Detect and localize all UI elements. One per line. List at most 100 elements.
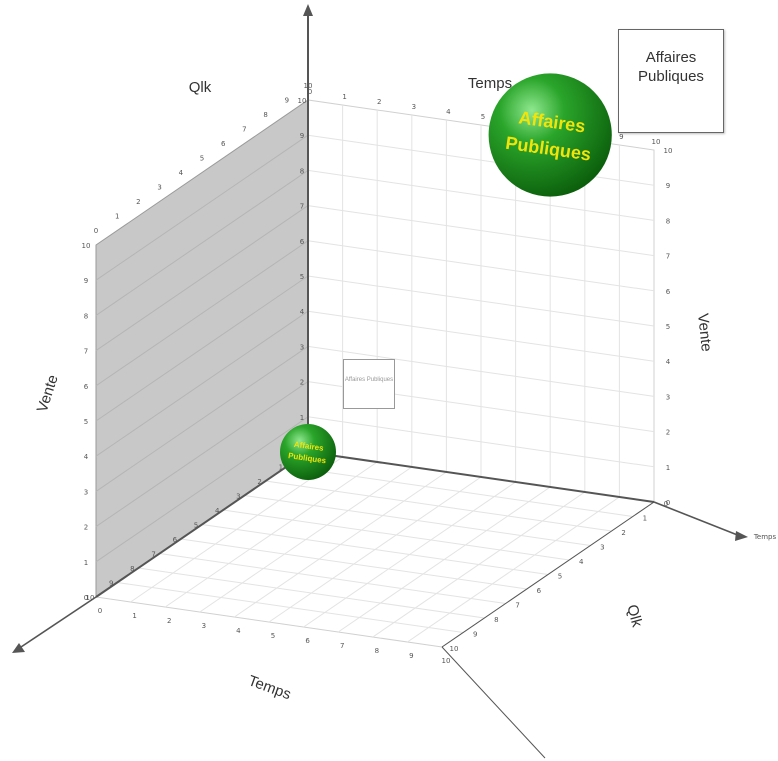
grid-line xyxy=(95,381,309,528)
tick-label: 3 xyxy=(412,103,416,111)
tick-label: 9 xyxy=(409,652,413,660)
tick-label: 6 xyxy=(666,288,671,296)
grid-line xyxy=(201,524,549,575)
tick-label: 4 xyxy=(446,108,451,116)
axis-title-temps-bottom: Temps xyxy=(246,672,293,703)
grid-line xyxy=(159,553,506,604)
grid-line xyxy=(95,205,309,352)
tick-label: 3 xyxy=(84,488,88,496)
tick-label: 6 xyxy=(300,238,305,246)
tick-label: 9 xyxy=(300,132,304,140)
tick-label: 4 xyxy=(236,627,241,635)
axis-qlk-extension xyxy=(17,596,97,650)
tick-label: 5 xyxy=(84,418,88,426)
tick-label: 3 xyxy=(600,544,604,552)
callout-line-1: Affaires xyxy=(645,49,697,66)
tick-label: 6 xyxy=(305,637,310,645)
axis-title-vente-left: Vente xyxy=(34,373,62,415)
axis-title-temps-arrow: Temps xyxy=(753,533,777,541)
axis-qlk-front xyxy=(441,646,546,759)
tick-label: 3 xyxy=(236,493,240,501)
tick-label: 2 xyxy=(377,98,381,106)
tick-label: 9 xyxy=(109,580,113,588)
tick-label: 3 xyxy=(666,393,670,401)
grid-line xyxy=(307,275,655,327)
tick-label: 7 xyxy=(340,642,344,650)
tick-label: 8 xyxy=(84,312,88,320)
tick-label: 7 xyxy=(666,253,670,261)
axis-arrow-vente xyxy=(303,4,313,16)
tick-label: 3 xyxy=(300,343,304,351)
tick-label: 1 xyxy=(132,612,136,620)
tick-label: 3 xyxy=(202,622,206,630)
tick-label: 2 xyxy=(666,429,670,437)
axes xyxy=(12,4,748,759)
tick-label: 10 xyxy=(86,594,95,602)
tick-label: 7 xyxy=(151,551,155,559)
tick-label: 2 xyxy=(84,524,88,532)
tick-label: 2 xyxy=(136,198,140,206)
tick-label: 6 xyxy=(537,587,542,595)
bubble xyxy=(280,424,336,480)
tick-label: 8 xyxy=(666,217,670,225)
tick-label: 7 xyxy=(84,348,88,356)
tick-label: 8 xyxy=(375,647,379,655)
tick-label: 5 xyxy=(666,323,670,331)
tick-label: 10 xyxy=(442,657,451,665)
tick-label: 1 xyxy=(643,515,647,523)
grid-line xyxy=(95,416,309,563)
grid-line xyxy=(95,169,309,316)
tick-label: 0 xyxy=(84,594,88,602)
axis-arrow-temps xyxy=(735,531,748,541)
grid-line xyxy=(307,169,655,221)
tick-label: 0 xyxy=(666,499,670,507)
tick-label: 7 xyxy=(515,602,519,610)
tick-label: 10 xyxy=(82,242,91,250)
axis-qlk-right-edge xyxy=(441,501,655,648)
tick-label: 1 xyxy=(279,464,283,472)
tick-label: 9 xyxy=(619,133,623,141)
grid-line xyxy=(95,240,309,387)
axis-title-temps-top: Temps xyxy=(468,75,512,92)
tick-label: 6 xyxy=(84,383,89,391)
tick-label: 5 xyxy=(300,273,304,281)
tick-label: 4 xyxy=(215,507,220,515)
tick-label: 6 xyxy=(173,536,178,544)
tick-label: 4 xyxy=(179,169,184,177)
callout-line-2: Publiques xyxy=(638,68,704,85)
tick-label: 10 xyxy=(304,82,313,90)
tick-label: 9 xyxy=(84,277,88,285)
tick-label: 8 xyxy=(130,565,134,573)
grid-line xyxy=(337,486,551,633)
grid-line xyxy=(95,310,309,457)
tick-label: 10 xyxy=(652,138,661,146)
tick-label: 4 xyxy=(300,308,305,316)
tick-label: 4 xyxy=(84,453,89,461)
tick-label: 8 xyxy=(300,167,304,175)
tick-label: 5 xyxy=(200,155,204,163)
tick-label: 1 xyxy=(84,559,88,567)
grid-line xyxy=(95,275,309,422)
axis-title-qlk-right: Qlk xyxy=(623,603,645,630)
tick-label: 2 xyxy=(621,529,625,537)
tick-label: 2 xyxy=(257,478,261,486)
tick-label: 1 xyxy=(666,464,670,472)
tick-label: 8 xyxy=(263,111,267,119)
bubble xyxy=(488,73,612,197)
tick-label: 7 xyxy=(300,203,304,211)
tick-label: 1 xyxy=(115,213,119,221)
tick-label: 2 xyxy=(167,617,171,625)
grid-line xyxy=(372,491,586,638)
tick-label: 0 xyxy=(664,500,668,508)
grid-line xyxy=(407,496,620,643)
tick-label: 10 xyxy=(664,147,673,155)
axis-arrow-qlk xyxy=(12,643,25,653)
tick-label: 4 xyxy=(579,558,584,566)
tick-label: 4 xyxy=(666,358,671,366)
grid-line xyxy=(117,582,464,633)
tick-label: 9 xyxy=(473,631,477,639)
tick-label: 5 xyxy=(271,632,275,640)
tick-label: 0 xyxy=(98,607,102,615)
tick-label: 7 xyxy=(242,126,246,134)
